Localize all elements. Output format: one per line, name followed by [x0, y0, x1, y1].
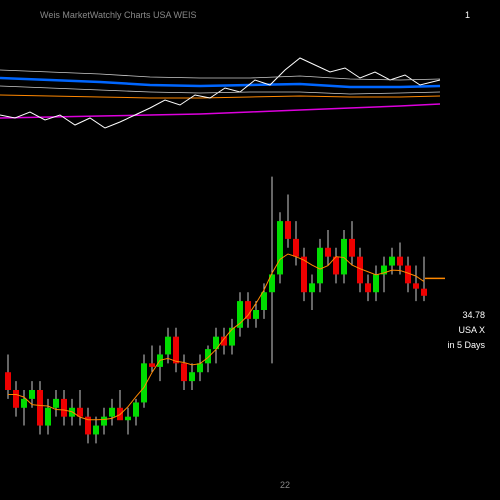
candle-body [109, 408, 115, 417]
candle-body [253, 310, 259, 319]
indicator-line-orange [0, 95, 440, 98]
indicator-line-magenta [0, 104, 440, 118]
candle-body [29, 390, 35, 399]
price-label-1: 34.78 [462, 310, 485, 320]
candle-body [173, 337, 179, 364]
candle-body [317, 248, 323, 284]
candle-body [101, 417, 107, 426]
candle-body [309, 283, 315, 292]
candle-body [341, 239, 347, 275]
candle-body [181, 363, 187, 381]
candle-body [45, 408, 51, 426]
candle-body [397, 257, 403, 266]
candle-body [325, 248, 331, 257]
price-label-2: USA X [458, 325, 485, 335]
candle-body [229, 328, 235, 346]
chart-svg [0, 0, 500, 500]
candle-body [421, 289, 427, 296]
x-axis-label: 22 [280, 480, 290, 490]
candle-body [149, 363, 155, 367]
candle-body [405, 266, 411, 284]
candle-body [53, 399, 59, 408]
candle-body [277, 221, 283, 274]
candle-body [165, 337, 171, 355]
price-label-3: in 5 Days [447, 340, 485, 350]
candle-body [133, 402, 139, 416]
candle-body [61, 399, 67, 417]
candle-body [285, 221, 291, 239]
candle-body [205, 349, 211, 363]
candle-body [37, 390, 43, 426]
candle-body [5, 372, 11, 390]
candle-body [189, 372, 195, 381]
candle-body [389, 257, 395, 266]
candle-body [261, 292, 267, 310]
candle-body [197, 363, 203, 372]
candle-body [293, 239, 299, 257]
chart-container: Weis MarketWatchly Charts USA WEIS 1 34.… [0, 0, 500, 500]
indicator-line-white_upper [0, 70, 440, 80]
candle-body [13, 390, 19, 408]
candle-body [93, 426, 99, 435]
candle-body [413, 283, 419, 288]
candle-body [21, 399, 27, 408]
candle-body [365, 283, 371, 292]
candle-body [125, 417, 131, 421]
candle-body [373, 274, 379, 292]
candle-body [349, 239, 355, 257]
candle-body [245, 301, 251, 319]
